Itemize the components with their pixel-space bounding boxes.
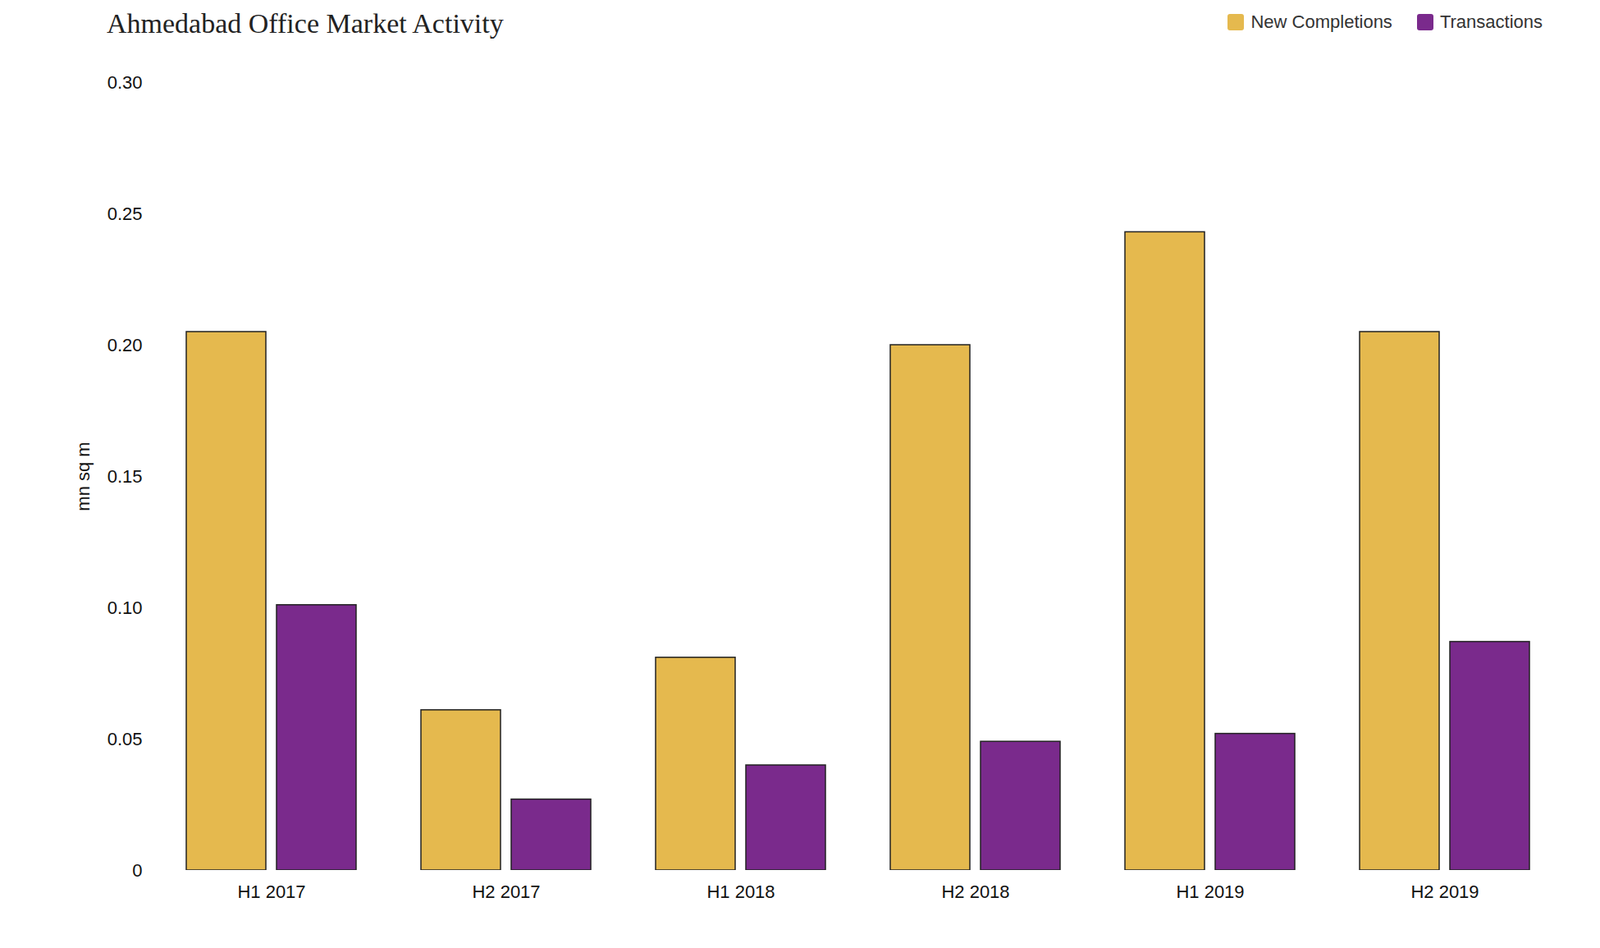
svg-text:0: 0 <box>132 859 142 881</box>
svg-text:H1 2018: H1 2018 <box>706 881 775 902</box>
html-text:Ahmedabad Office Market Activi: Ahmedabad Office Market Activity <box>106 8 504 39</box>
svg-text:H2 2018: H2 2018 <box>941 881 1010 902</box>
svg-text:0.05: 0.05 <box>107 728 143 750</box>
html-text:New Completions: New Completions <box>1250 11 1393 32</box>
svg-text:0.25: 0.25 <box>107 203 143 224</box>
svg-text:mn sq m: mn sq m <box>73 441 94 511</box>
svg-text:H2 2017: H2 2017 <box>471 881 540 902</box>
svg-text:0.15: 0.15 <box>107 466 143 487</box>
svg-text:0.30: 0.30 <box>107 72 143 93</box>
svg-text:H1 2019: H1 2019 <box>1175 881 1244 902</box>
svg-text:H2 2019: H2 2019 <box>1410 881 1479 902</box>
svg-text:0.10: 0.10 <box>107 597 143 618</box>
html-text:Transactions: Transactions <box>1439 11 1543 32</box>
svg-text:0.20: 0.20 <box>107 334 143 356</box>
svg-text:H1 2017: H1 2017 <box>237 881 306 902</box>
